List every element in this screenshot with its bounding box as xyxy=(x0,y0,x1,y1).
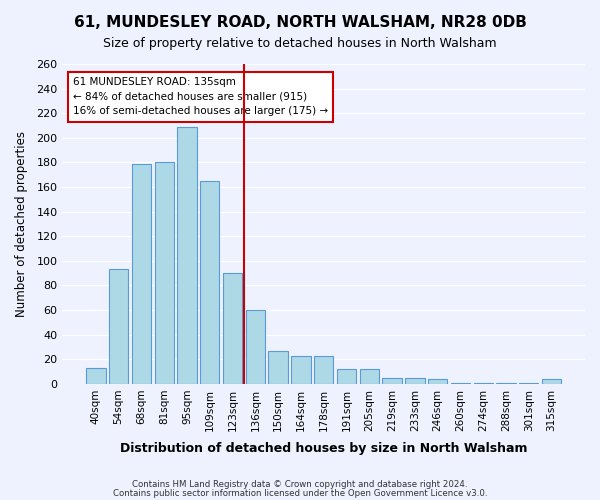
Bar xyxy=(405,378,425,384)
Bar xyxy=(132,164,151,384)
Bar xyxy=(178,127,197,384)
Bar xyxy=(109,270,128,384)
Text: Contains HM Land Registry data © Crown copyright and database right 2024.: Contains HM Land Registry data © Crown c… xyxy=(132,480,468,489)
Bar xyxy=(382,378,402,384)
Bar xyxy=(200,181,220,384)
Bar xyxy=(337,369,356,384)
Bar xyxy=(359,369,379,384)
X-axis label: Distribution of detached houses by size in North Walsham: Distribution of detached houses by size … xyxy=(120,442,527,455)
Bar xyxy=(451,382,470,384)
Text: 61 MUNDESLEY ROAD: 135sqm
← 84% of detached houses are smaller (915)
16% of semi: 61 MUNDESLEY ROAD: 135sqm ← 84% of detac… xyxy=(73,77,328,116)
Text: Contains public sector information licensed under the Open Government Licence v3: Contains public sector information licen… xyxy=(113,489,487,498)
Bar xyxy=(542,379,561,384)
Bar xyxy=(428,379,448,384)
Bar xyxy=(291,356,311,384)
Bar xyxy=(155,162,174,384)
Bar xyxy=(268,350,288,384)
Y-axis label: Number of detached properties: Number of detached properties xyxy=(15,131,28,317)
Bar xyxy=(496,382,515,384)
Bar xyxy=(86,368,106,384)
Bar xyxy=(519,382,538,384)
Bar xyxy=(314,356,334,384)
Bar xyxy=(223,273,242,384)
Bar xyxy=(473,382,493,384)
Text: Size of property relative to detached houses in North Walsham: Size of property relative to detached ho… xyxy=(103,38,497,51)
Bar xyxy=(245,310,265,384)
Text: 61, MUNDESLEY ROAD, NORTH WALSHAM, NR28 0DB: 61, MUNDESLEY ROAD, NORTH WALSHAM, NR28 … xyxy=(74,15,526,30)
